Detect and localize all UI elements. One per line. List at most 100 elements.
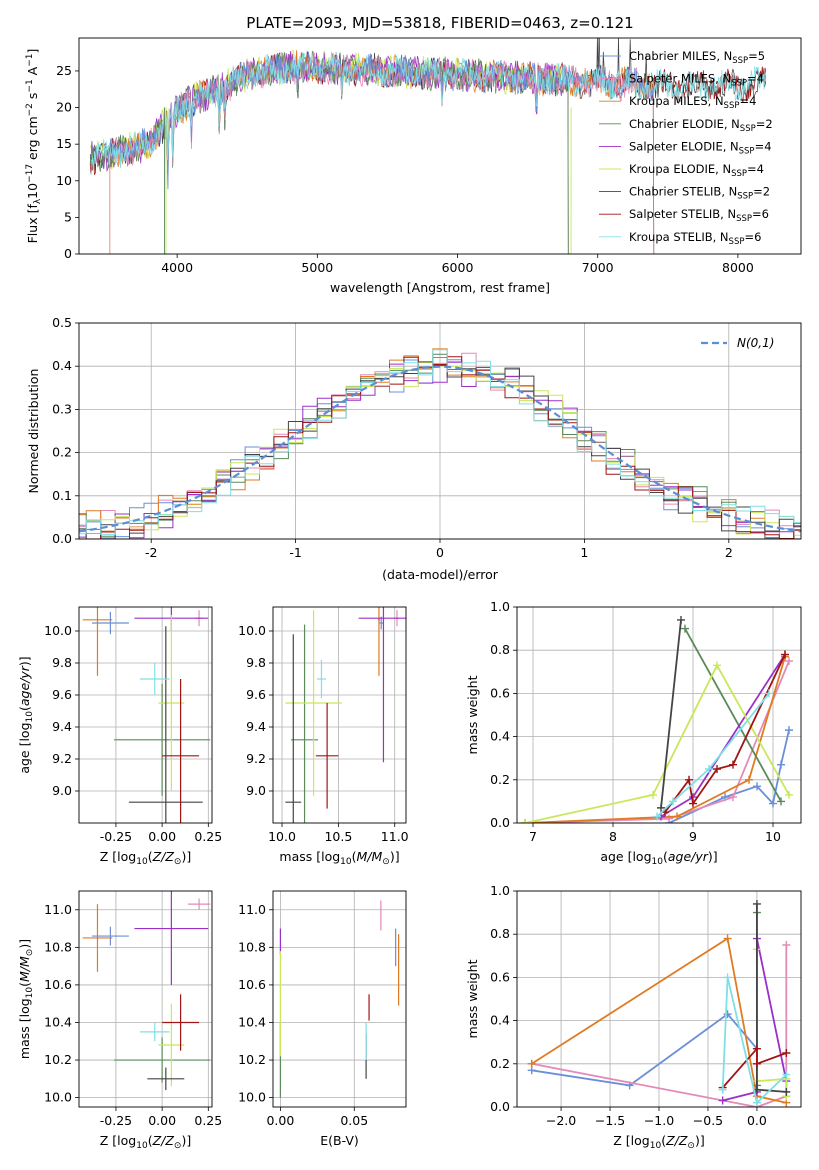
x-axis-label: Z [log10(Z/Z⊙)] [100,1133,191,1151]
weight-marker-kroupa-elodie [785,790,793,799]
legend-label-salpeter-stelib: Salpeter STELIB, NSSP=6 [629,207,769,224]
y-tick-label: 10.2 [44,1052,72,1067]
spectrum-line-salpeter-elodie [89,51,569,254]
weight-marker-kroupa-stelib [718,1085,727,1094]
spectrum-line-kroupa-stelib [89,51,767,176]
x-axis-label: Z [log10(Z/Z⊙)] [613,1133,704,1151]
legend-label-gaussian: N(0,1) [737,336,774,350]
x-tick-label: 0.25 [194,829,222,844]
legend-label-salpeter-elodie: Salpeter ELODIE, NSSP=4 [629,139,772,156]
weight-marker-chabrier-stelib [657,803,665,812]
x-axis-label: E(B-V) [320,1133,359,1148]
y-tick-label: 9.8 [246,655,266,670]
weight-line-chabrier-elodie [684,628,782,802]
x-tick-label: 0.00 [148,829,176,844]
weight-line-kroupa-elodie [524,663,790,823]
weight-marker-chabrier-stelib [782,1087,791,1096]
x-tick-label: 5000 [301,260,333,275]
x-tick-label: −1.0 [644,1113,674,1128]
x-tick-label: 9 [689,829,697,844]
y-tick-label: 0.3 [52,401,72,416]
y-tick-label: 0.0 [490,815,510,830]
mass-weight-vs-age-panel: 7 8 9 10 0.0 0.2 0.4 0.6 0.8 1.0 age [log10(age/yr… [465,599,802,867]
x-tick-label: 0.00 [266,1113,294,1128]
weight-line-kroupa-stelib [656,692,770,818]
x-tick-label: -0.25 [100,1113,132,1128]
y-axis-label: Flux [fλ10−17 erg cm−2 s−1 A−1] [25,49,43,244]
age-vs-metallicity-panel: -0.25 0.00 0.25 9.0 9.2 9.4 9.6 9.8 10.0 Z [log10… [17,606,222,867]
weight-lines [527,899,791,1107]
axes-frame [272,890,407,1108]
x-tick-label: −0.5 [693,1113,723,1128]
y-tick-label: 0.6 [490,685,510,700]
x-tick-label: 8 [609,829,617,844]
weight-marker-salpeter-stelib [782,1049,791,1057]
weight-marker-salpeter-miles [782,941,791,949]
y-tick-label: 0.1 [52,488,72,503]
weight-marker-salpeter-stelib [752,1059,761,1068]
weight-marker-kroupa-stelib [669,797,677,806]
y-tick-label: 10.0 [238,623,266,638]
y-tick-label: 5 [64,209,72,224]
y-tick-label: 0.6 [490,969,510,984]
y-tick-label: 1.0 [490,599,510,614]
axes-frame [78,37,802,255]
y-tick-label: 0.2 [490,1056,510,1071]
x-tick-label: 1 [580,545,588,560]
weight-marker-chabrier-miles [777,760,785,769]
y-axis-label: mass weight [465,959,480,1038]
mass-vs-metallicity-panel: -0.25 0.00 0.25 10.0 10.2 10.4 10.6 10.8 11.0 Z [… [17,890,222,1151]
y-tick-label: 9.6 [52,687,72,702]
y-tick-label: 9.8 [52,655,72,670]
axes-frame [78,606,213,824]
weight-line-salpeter-stelib [722,1046,787,1089]
axes-frame [78,890,213,1108]
x-tick-label: -0.25 [100,829,132,844]
error-bars [82,607,211,823]
weight-line-kroupa-miles [524,656,786,823]
spectrum-panel: 4000 5000 6000 7000 8000 0 5 10 15 20 25 Chabrier M… [25,37,802,295]
x-tick-label: 10.0 [268,829,296,844]
histogram-kroupa-stelib [79,349,801,535]
weight-marker-salpeter-stelib [752,1044,761,1053]
y-tick-label: 0.5 [52,315,72,330]
y-tick-label: 10.8 [238,939,266,954]
weight-marker-kroupa-miles [723,934,732,943]
legend-label-chabrier-miles: Chabrier MILES, NSSP=5 [629,49,765,66]
x-tick-label: −2.0 [546,1113,576,1128]
weight-line-salpeter-miles [524,660,790,823]
histogram-steps [79,348,801,539]
error-bars [279,900,400,1098]
y-tick-label: 9.0 [246,783,266,798]
mass-weight-vs-metallicity-panel: −2.0 −1.5 −1.0 −0.5 0.0 0.0 0.2 0.4 0.6 0.8 1.0 Z [… [465,883,802,1151]
weight-marker-salpeter-stelib [781,650,789,659]
y-tick-label: 0.8 [490,926,510,941]
weight-marker-salpeter-elodie [718,1096,727,1105]
x-tick-label: 7000 [582,260,614,275]
y-tick-label: 9.2 [246,751,266,766]
y-tick-label: 10.6 [238,977,266,992]
spectrum-lines [89,38,767,254]
y-axis-label: mass [log10(M/M⊙)] [17,939,35,1059]
legend-label-chabrier-stelib: Chabrier STELIB, NSSP=2 [629,185,770,202]
y-tick-label: 10.0 [238,1090,266,1105]
x-tick-label: 0.25 [194,1113,222,1128]
axes-frame [516,890,802,1108]
weight-marker-kroupa-stelib [653,812,661,821]
x-axis-label: Z [log10(Z/Z⊙)] [100,849,191,867]
weight-marker-chabrier-elodie [777,797,785,806]
weight-marker-salpeter-stelib [729,760,737,769]
x-axis-label: mass [log10(M/M⊙)] [279,849,399,867]
weight-marker-kroupa-elodie [521,819,529,823]
weight-marker-kroupa-elodie [713,661,721,670]
y-tick-label: 11.0 [44,902,72,917]
weight-marker-salpeter-miles [729,793,737,802]
weight-line-chabrier-miles [668,729,790,823]
x-tick-label: 0.05 [340,1113,368,1128]
weight-line-kroupa-stelib [721,977,787,1105]
y-tick-label: 0.4 [490,729,510,744]
weight-line-salpeter-miles [531,945,788,1107]
weight-marker-kroupa-stelib [752,1098,761,1107]
weight-lines [521,615,793,823]
